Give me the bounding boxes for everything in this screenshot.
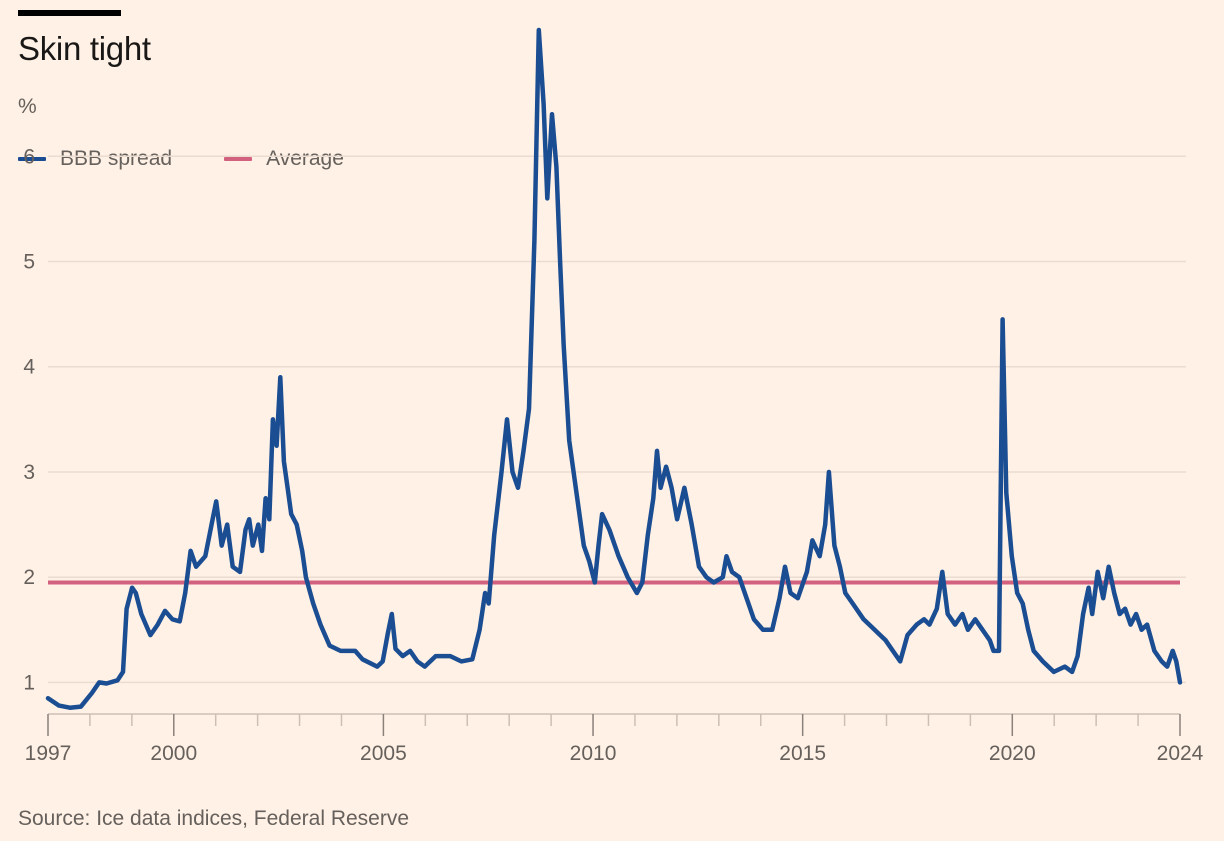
y-tick-label-3: 3 [23, 461, 35, 484]
x-tick-label-2020: 2020 [989, 742, 1036, 765]
chart-title: Skin tight [18, 30, 151, 67]
y-tick-label-6: 6 [23, 145, 35, 168]
source-note: Source: Ice data indices, Federal Reserv… [18, 807, 410, 830]
title-accent-bar [18, 10, 121, 16]
y-tick-label-5: 5 [23, 251, 35, 274]
legend-label-average: Average [266, 147, 344, 170]
x-tick-label-1997: 1997 [25, 742, 72, 765]
x-tick-label-2000: 2000 [150, 742, 197, 765]
legend-item-average: Average [224, 147, 344, 171]
y-tick-label-1: 1 [23, 671, 35, 694]
y-tick-label-2: 2 [23, 566, 35, 589]
x-tick-label-2024: 2024 [1157, 742, 1204, 765]
series-line-bbb-spread [45, 27, 1183, 710]
legend-label-bbb-spread: BBB spread [60, 147, 173, 170]
legend-item-bbb-spread: BBB spread [18, 147, 172, 171]
legend: BBB spread Average [18, 147, 396, 171]
x-tick-label-2015: 2015 [779, 742, 826, 765]
x-tick-label-2010: 2010 [570, 742, 617, 765]
y-tick-label-4: 4 [23, 356, 35, 379]
y-axis-unit-label: % [18, 95, 37, 118]
legend-swatch-bbb-spread [18, 157, 46, 161]
legend-swatch-average [224, 157, 253, 161]
x-tick-label-2005: 2005 [360, 742, 407, 765]
